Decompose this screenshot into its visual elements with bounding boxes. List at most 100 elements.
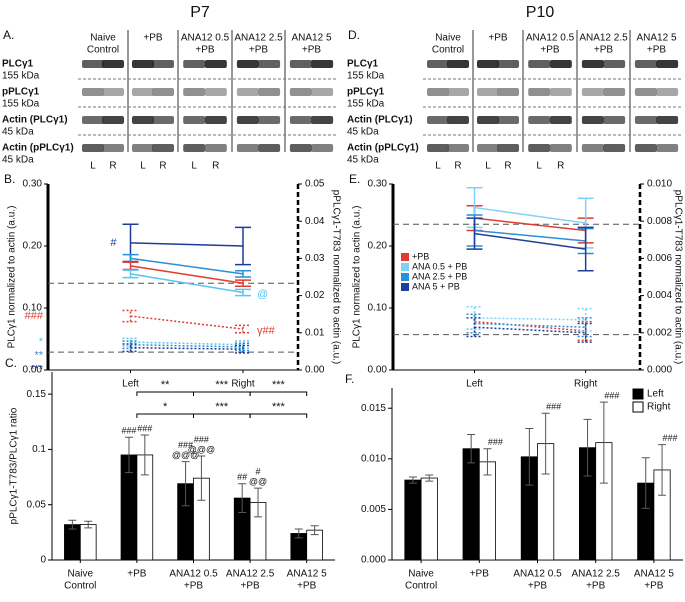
bar bbox=[79, 524, 97, 561]
lane-label: R bbox=[159, 161, 166, 172]
blot-band bbox=[581, 60, 604, 68]
group-header: ANA12 2.5 bbox=[234, 33, 283, 44]
row-size: 155 kDa bbox=[2, 99, 40, 110]
error-bar bbox=[235, 226, 251, 266]
y2-axis-label: pPLCγ1-T783 normalized to actin (a.u.) bbox=[672, 190, 683, 365]
row-label: Actin (PLCγ1) bbox=[347, 115, 413, 126]
error-bar bbox=[466, 306, 483, 330]
comparison-bracket bbox=[249, 413, 308, 418]
blot-band bbox=[258, 88, 281, 96]
legend-swatch bbox=[401, 263, 409, 271]
annotation: ### bbox=[546, 402, 561, 412]
annotation: *** bbox=[30, 364, 44, 376]
group-header: +PB bbox=[143, 33, 163, 44]
annotation: * bbox=[39, 336, 44, 348]
y2-tick-label: 0.00 bbox=[305, 365, 325, 376]
legend-label: ANA 0.5 + PB bbox=[412, 261, 467, 271]
annotation: ### bbox=[25, 310, 44, 322]
series-line bbox=[474, 317, 586, 321]
blot-band bbox=[289, 60, 312, 68]
panel-letter: B. bbox=[4, 172, 15, 186]
lane-label: R bbox=[454, 161, 461, 172]
annotation: @@@ bbox=[172, 450, 199, 460]
blot-band bbox=[656, 88, 679, 96]
x-tick-label: +PB bbox=[470, 569, 490, 580]
blot-band bbox=[311, 116, 334, 124]
blot-band bbox=[497, 116, 519, 124]
x-tick-label: ANA12 0.5 bbox=[513, 569, 562, 580]
blot-band bbox=[477, 144, 499, 152]
blot-band bbox=[82, 144, 104, 152]
blot-band bbox=[102, 116, 124, 124]
series-line bbox=[474, 217, 586, 232]
comparison-label: *** bbox=[215, 379, 229, 391]
blot-band bbox=[477, 60, 499, 68]
blot-band bbox=[204, 88, 227, 96]
lane-label: L bbox=[435, 161, 441, 172]
y-tick-label: 0.15 bbox=[27, 389, 47, 400]
blot-band bbox=[528, 116, 551, 124]
y2-tick-label: 0.04 bbox=[305, 216, 325, 227]
series-line bbox=[474, 232, 586, 250]
comparison-label: *** bbox=[272, 401, 286, 413]
row-size: 155 kDa bbox=[347, 71, 385, 82]
group-header: Naive bbox=[90, 33, 116, 44]
blot-band bbox=[634, 116, 657, 124]
error-bar bbox=[122, 343, 139, 353]
error-bar bbox=[254, 487, 263, 518]
error-bar bbox=[466, 317, 483, 338]
bar bbox=[478, 461, 496, 561]
series-line bbox=[474, 206, 586, 224]
lane-label: L bbox=[485, 161, 491, 172]
error-bar bbox=[235, 342, 251, 352]
annotation: @ bbox=[257, 288, 268, 300]
y-tick-label: 0.10 bbox=[368, 303, 388, 314]
blot-band bbox=[183, 144, 206, 152]
annotation: # bbox=[256, 466, 261, 476]
blot-band bbox=[549, 116, 572, 124]
comparison-label: * bbox=[163, 401, 168, 413]
x-tick-label: Right bbox=[574, 379, 598, 390]
legend-label: ANA 5 + PB bbox=[412, 281, 460, 291]
group-header: Naive bbox=[435, 33, 461, 44]
row-size: 155 kDa bbox=[347, 99, 385, 110]
error-bar bbox=[122, 309, 139, 323]
blot-band bbox=[132, 88, 154, 96]
group-header: Control bbox=[432, 45, 464, 56]
blot-band bbox=[427, 88, 449, 96]
error-bar bbox=[235, 344, 251, 354]
series-line bbox=[474, 320, 586, 332]
blot-band bbox=[236, 116, 259, 124]
y2-tick-label: 0.002 bbox=[647, 327, 672, 338]
error-bar bbox=[599, 401, 608, 484]
y-tick-label: 0.20 bbox=[23, 241, 43, 252]
y2-tick-label: 0.000 bbox=[647, 365, 672, 376]
blot-band bbox=[549, 60, 572, 68]
blot-band bbox=[258, 116, 281, 124]
y-tick-label: 0.30 bbox=[368, 179, 388, 190]
x-tick-label: Left bbox=[122, 379, 139, 390]
blot-band bbox=[603, 116, 626, 124]
annotation: ### bbox=[194, 434, 209, 444]
bar bbox=[420, 477, 438, 561]
blot-band bbox=[152, 88, 174, 96]
error-bar bbox=[483, 448, 492, 476]
error-bar bbox=[122, 261, 139, 271]
error-bar bbox=[124, 436, 133, 474]
blot-band bbox=[447, 144, 469, 152]
x-tick-label: +PB bbox=[644, 581, 664, 592]
blot-band bbox=[634, 144, 657, 152]
blot-band bbox=[447, 116, 469, 124]
series-line bbox=[474, 229, 586, 242]
x-tick-label: Left bbox=[466, 379, 483, 390]
legend-swatch bbox=[632, 401, 644, 413]
blot-band bbox=[183, 88, 206, 96]
row-size: 45 kDa bbox=[2, 155, 34, 166]
blot-band bbox=[497, 88, 519, 96]
blot-band bbox=[183, 116, 206, 124]
series-line bbox=[130, 346, 244, 350]
blot-band bbox=[477, 116, 499, 124]
blot-band bbox=[581, 116, 604, 124]
y-tick-label: 0.015 bbox=[361, 403, 386, 414]
group-header: ANA12 0.5 bbox=[181, 33, 230, 44]
